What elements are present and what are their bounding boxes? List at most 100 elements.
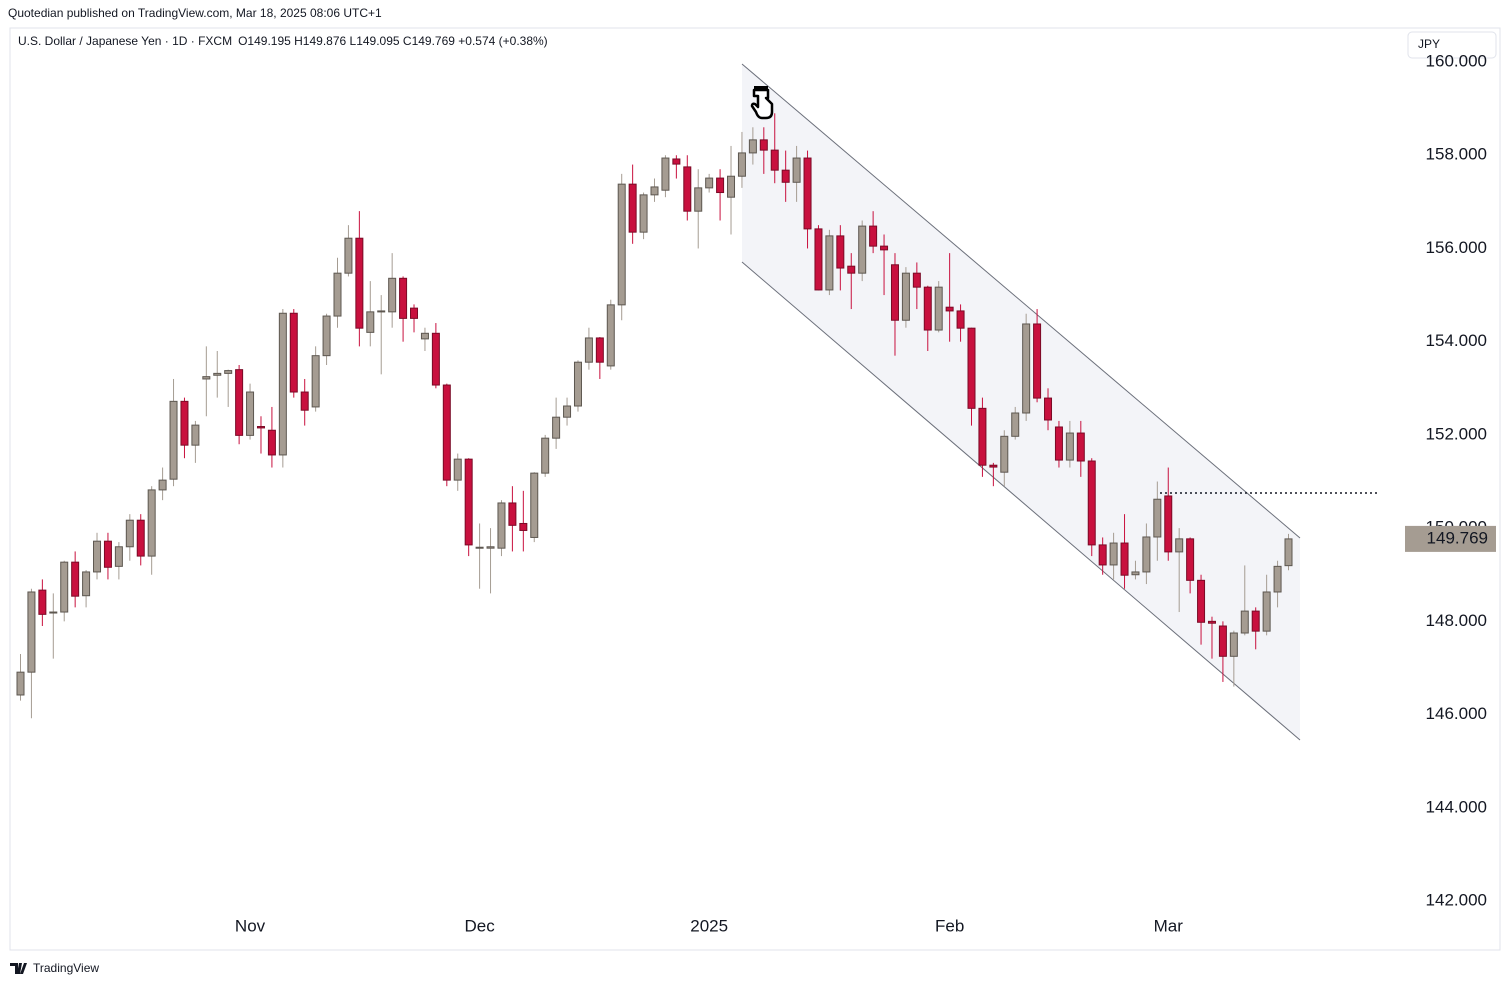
x-tick-label: 2025 — [690, 916, 728, 935]
candle-body — [934, 286, 943, 331]
candle-body — [453, 458, 462, 481]
candle-body — [49, 611, 58, 614]
x-tick-label: Nov — [235, 916, 266, 935]
candle-body — [978, 407, 987, 466]
candle-body — [1186, 538, 1195, 581]
hand-icon — [750, 86, 774, 120]
candle-body — [93, 540, 102, 573]
last-price-box — [1405, 525, 1496, 552]
y-tick-label: 146.000 — [1426, 704, 1487, 723]
candle-body — [912, 272, 921, 288]
candle-body — [1262, 591, 1271, 632]
candle-body — [213, 372, 222, 376]
y-tick-label: 148.000 — [1426, 611, 1487, 630]
candle-body — [1131, 571, 1140, 576]
candle-body — [901, 272, 910, 321]
candle-body — [1054, 426, 1063, 461]
y-tick-label: 154.000 — [1426, 331, 1487, 350]
currency-button[interactable] — [1407, 31, 1497, 59]
candle-body — [136, 519, 145, 557]
candle-body — [945, 306, 954, 312]
candle-body — [727, 175, 736, 198]
candle-body — [442, 384, 451, 481]
candle-body — [475, 546, 484, 549]
candle-body — [617, 183, 626, 306]
candle-body — [639, 194, 648, 233]
candle-body — [486, 546, 495, 549]
candle-body — [1022, 323, 1031, 414]
candle-body — [1098, 544, 1107, 566]
candle-body — [464, 458, 473, 546]
candle-body — [377, 310, 386, 313]
candle-body — [880, 245, 889, 251]
candle-body — [355, 237, 364, 329]
candle-body — [508, 502, 517, 526]
candle-body — [27, 591, 36, 673]
candle-body — [224, 370, 233, 374]
candle-body — [672, 158, 681, 165]
candle-body — [748, 139, 757, 154]
footer-brand: TradingView — [33, 961, 99, 975]
x-tick-label: Mar — [1154, 916, 1184, 935]
candle-body — [278, 312, 287, 456]
candle-body — [322, 315, 331, 357]
candle-body — [792, 157, 801, 183]
candle-body — [1109, 542, 1118, 566]
candle-body — [1218, 625, 1227, 657]
candle-body — [737, 152, 746, 177]
candle-body — [552, 416, 561, 439]
candle-body — [595, 337, 604, 363]
candle-body — [1273, 565, 1282, 593]
candle-body — [289, 312, 298, 393]
candle-body — [890, 264, 899, 321]
candle-body — [158, 479, 167, 491]
candle-body — [825, 235, 834, 291]
candle-body — [759, 139, 768, 151]
candle-body — [1207, 620, 1216, 624]
x-tick-label: Dec — [464, 916, 495, 935]
candle-body — [1153, 498, 1162, 538]
candle-body — [16, 671, 25, 696]
candles — [16, 113, 1293, 719]
candle-body — [1033, 323, 1042, 399]
candle-body — [1251, 610, 1260, 632]
candle-body — [1076, 432, 1085, 462]
candle-body — [956, 310, 965, 329]
channel-lower — [741, 261, 1301, 741]
candle-body — [399, 277, 408, 319]
candle-body — [103, 540, 112, 568]
y-tick-label: 152.000 — [1426, 424, 1487, 443]
candle-body — [519, 522, 528, 531]
candle-body — [82, 571, 91, 597]
candle-body — [1175, 538, 1184, 553]
candle-body — [770, 149, 779, 171]
candle-body — [333, 272, 342, 317]
candle-body — [410, 307, 419, 319]
candle-body — [420, 332, 429, 340]
candle-body — [1087, 460, 1096, 546]
candle-body — [1229, 632, 1238, 657]
candle-body — [1142, 536, 1151, 573]
candle-body — [344, 237, 353, 274]
candle-body — [1120, 542, 1129, 576]
candle-body — [584, 337, 593, 363]
x-tick-label: Feb — [935, 916, 964, 935]
candle-body — [388, 277, 397, 313]
candle-body — [541, 437, 550, 474]
candle-body — [781, 169, 790, 183]
candle-body — [267, 429, 276, 456]
candle-body — [1000, 435, 1009, 473]
candle-body — [1044, 397, 1053, 421]
candle-body — [606, 304, 615, 367]
candle-body — [573, 361, 582, 407]
candle-body — [694, 187, 703, 212]
candle-body — [180, 400, 189, 446]
candle-body — [814, 228, 823, 291]
candle-body — [191, 424, 200, 446]
candle-body — [235, 369, 244, 436]
y-tick-label: 144.000 — [1426, 797, 1487, 816]
candle-body — [38, 589, 47, 615]
symbol: U.S. Dollar / Japanese Yen · 1D · FXCM — [18, 34, 232, 48]
